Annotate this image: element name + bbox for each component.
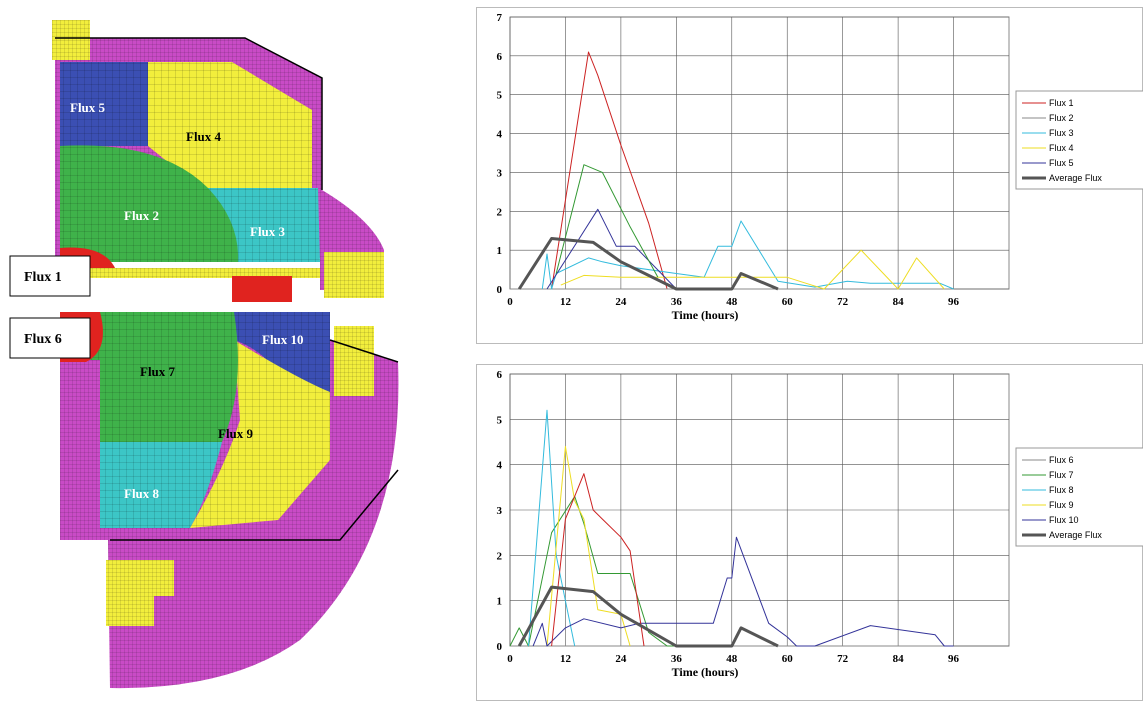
legend-item: Flux 5	[1049, 158, 1074, 168]
lower-assembly	[60, 312, 399, 689]
callout-box-flux1	[9, 255, 91, 297]
y-tick-label: 7	[497, 12, 503, 24]
y-tick-label: 2	[497, 206, 503, 218]
x-tick-label: 60	[782, 653, 794, 665]
label-flux7: Flux 7	[140, 364, 176, 379]
upper-assembly	[52, 20, 384, 302]
label-flux8: Flux 8	[124, 486, 160, 501]
legend-item: Flux 7	[1049, 470, 1074, 480]
y-tick-label: 5	[497, 90, 503, 102]
y-tick-label: 0	[497, 641, 503, 653]
series-line-flux-5	[546, 208, 677, 290]
legend-item: Flux 4	[1049, 143, 1074, 153]
callout-flux6: Flux 6	[24, 332, 62, 347]
y-tick-label: 3	[497, 505, 503, 517]
series-line-unlabeled	[555, 164, 659, 278]
label-flux10: Flux 10	[262, 332, 304, 347]
series-line-flux-7	[509, 495, 686, 647]
label-flux2: Flux 2	[124, 208, 159, 223]
label-flux5: Flux 5	[70, 100, 106, 115]
series-line-flux-8	[528, 409, 576, 647]
label-flux9: Flux 9	[218, 426, 254, 441]
series-line-unlabeled	[551, 473, 645, 647]
x-tick-label: 72	[837, 653, 849, 665]
x-tick-label: 24	[615, 296, 627, 308]
legend-item: Flux 9	[1049, 500, 1074, 510]
x-tick-label: 96	[948, 296, 960, 308]
legend-item: Flux 3	[1049, 128, 1074, 138]
y-tick-label: 4	[497, 129, 503, 141]
x-axis-title: Time (hours)	[672, 308, 739, 322]
label-flux4: Flux 4	[186, 129, 222, 144]
x-tick-label: 60	[782, 296, 794, 308]
legend-item: Flux 6	[1049, 455, 1074, 465]
flux-mesh-diagram: Flux 5 Flux 4 Flux 2 Flux 3 Flux 10 Flux…	[9, 20, 399, 689]
plot-area	[509, 16, 1010, 290]
x-tick-label: 0	[507, 296, 513, 308]
x-axis-title: Time (hours)	[672, 665, 739, 679]
legend-box	[1015, 90, 1143, 190]
x-tick-label: 96	[948, 653, 960, 665]
y-tick-label: 1	[497, 245, 503, 257]
series-line-average-flux	[517, 237, 779, 291]
x-tick-label: 48	[726, 653, 738, 665]
callout-box-flux6	[9, 317, 91, 359]
label-flux3: Flux 3	[250, 224, 286, 239]
x-tick-label: 84	[893, 296, 905, 308]
x-tick-label: 36	[671, 653, 683, 665]
x-tick-label: 12	[560, 653, 572, 665]
y-tick-label: 5	[497, 414, 503, 426]
series-line-average-flux	[517, 585, 779, 648]
y-tick-label: 4	[497, 460, 503, 472]
y-tick-label: 6	[497, 369, 503, 381]
legend-item: Average Flux	[1049, 530, 1102, 540]
y-tick-label: 6	[497, 51, 503, 63]
x-tick-label: 72	[837, 296, 849, 308]
y-tick-label: 3	[497, 167, 503, 179]
x-tick-label: 48	[726, 296, 738, 308]
x-tick-label: 0	[507, 653, 513, 665]
legend-item: Flux 10	[1049, 515, 1079, 525]
legend-item: Flux 1	[1049, 98, 1074, 108]
x-tick-label: 36	[671, 296, 683, 308]
series-line-flux-4	[560, 249, 945, 290]
y-tick-label: 0	[497, 284, 503, 296]
series-line-flux-1	[551, 51, 668, 290]
y-tick-label: 1	[497, 596, 503, 608]
legend-item: Average Flux	[1049, 173, 1102, 183]
x-tick-label: 24	[615, 653, 627, 665]
x-tick-label: 12	[560, 296, 572, 308]
legend-item: Flux 8	[1049, 485, 1074, 495]
y-tick-label: 2	[497, 550, 503, 562]
series-line-flux-10	[532, 536, 954, 647]
x-tick-label: 84	[893, 653, 905, 665]
legend-box	[1015, 447, 1143, 547]
callout-flux1: Flux 1	[24, 270, 62, 285]
legend-item: Flux 2	[1049, 113, 1074, 123]
